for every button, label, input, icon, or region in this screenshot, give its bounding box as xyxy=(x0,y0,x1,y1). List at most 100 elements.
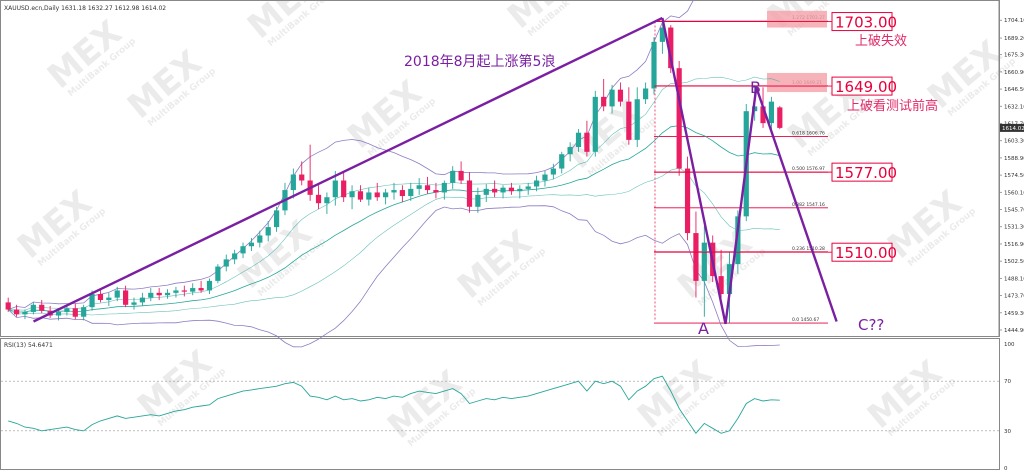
candle-body xyxy=(89,294,95,308)
price-tick-label: 1588.90 xyxy=(1004,156,1024,162)
point-b-label: B xyxy=(750,78,761,97)
price-box-value: 1649.00 xyxy=(835,78,897,96)
price-tick-label: 1459.30 xyxy=(1004,311,1024,317)
rsi-line-layer xyxy=(8,375,780,435)
candle-body xyxy=(123,290,129,305)
price-tick-label: 1660.90 xyxy=(1004,70,1024,76)
price-box-value: 1703.00 xyxy=(835,14,897,32)
price-box xyxy=(831,162,893,182)
candle-body xyxy=(391,190,397,193)
price-tick-label: 1502.50 xyxy=(1004,259,1024,265)
candle-body xyxy=(651,41,657,89)
candle-body xyxy=(567,147,573,155)
candle-body xyxy=(64,308,70,312)
rsi-panel: RSI(13) 54.6471 xyxy=(0,338,1000,470)
candle-body xyxy=(584,132,590,152)
candle-body xyxy=(533,180,540,187)
wave-5-trendline xyxy=(32,16,663,323)
candle-body xyxy=(659,27,665,42)
candle-body xyxy=(617,89,624,102)
candle-body xyxy=(760,106,766,124)
candle-body xyxy=(341,180,347,198)
candle-body xyxy=(601,96,607,107)
candle-body xyxy=(634,99,640,140)
candle-body xyxy=(190,288,196,292)
price-tick-label: 1675.30 xyxy=(1004,53,1024,59)
rsi-tick-label: 0 xyxy=(1004,466,1008,472)
price-tick-label: 1516.90 xyxy=(1004,242,1024,248)
fib-label: 0.382 1547.16 xyxy=(792,202,825,208)
price-tick-label: 1473.70 xyxy=(1004,294,1024,300)
candle-body xyxy=(701,242,707,281)
band-lower xyxy=(7,205,780,348)
rsi-line xyxy=(8,375,780,435)
candle-body xyxy=(550,168,556,175)
fib-label: 0.618 1606.76 xyxy=(792,131,825,137)
candle-body xyxy=(466,180,473,207)
candle-body xyxy=(114,290,120,298)
price-box xyxy=(831,76,893,96)
candle-body xyxy=(575,132,582,148)
price-box xyxy=(831,12,893,32)
candle-body xyxy=(525,186,531,189)
fib-label: 0.236 1510.28 xyxy=(792,246,825,252)
candle-body xyxy=(517,188,523,192)
zone-1649 xyxy=(767,72,827,93)
candle-body xyxy=(81,307,87,317)
price-tick-label: 1545.70 xyxy=(1004,208,1024,214)
price-box xyxy=(831,242,893,262)
note-1649: 上破看测试前高 xyxy=(847,98,938,114)
candle-body xyxy=(173,290,179,293)
candle-body xyxy=(223,259,229,267)
candle-body xyxy=(198,288,204,291)
candle-body xyxy=(332,180,338,198)
candle-body xyxy=(777,107,783,128)
price-tick-label: 1704.10 xyxy=(1004,18,1024,24)
band-middle xyxy=(8,125,780,313)
price-box-value: 1510.00 xyxy=(835,244,897,262)
rsi-tick-label: 70 xyxy=(1004,379,1011,385)
fib-label: 0.500 1576.97 xyxy=(792,166,825,172)
candle-body xyxy=(181,290,187,292)
candle-body xyxy=(500,187,506,193)
candle-body xyxy=(366,192,372,200)
wave-label: 2018年8月起上涨第5浪 xyxy=(404,53,555,70)
price-axis: 1704.10 1689.20 1675.30 1660.90 1646.50 1632.… xyxy=(998,0,1024,337)
price-tick-label: 1488.10 xyxy=(1004,276,1024,282)
price-tick-label: 1444.90 xyxy=(1004,328,1024,334)
candle-body xyxy=(357,191,364,200)
candle-body xyxy=(139,297,145,303)
fib-label: 0.0 1450.67 xyxy=(792,317,819,323)
candle-body xyxy=(240,246,246,254)
candle-body xyxy=(290,174,296,191)
candle-body xyxy=(668,27,674,69)
candle-body xyxy=(39,304,45,311)
rsi-tick-label: 30 xyxy=(1004,429,1011,435)
candle-body xyxy=(399,190,405,197)
candle-body xyxy=(508,187,515,192)
candle-body xyxy=(374,192,380,198)
candle-body xyxy=(299,174,305,181)
candle-body xyxy=(164,292,171,296)
price-tick-label: 1646.50 xyxy=(1004,87,1024,93)
candle-body xyxy=(156,292,162,296)
candle-body xyxy=(726,264,733,295)
symbol-header: XAUUSD.ecn,Daily 1631.18 1632.27 1612.98… xyxy=(4,5,166,12)
candle-body xyxy=(106,297,112,301)
candle-body xyxy=(768,101,775,124)
candle-body xyxy=(30,304,36,312)
candle-body xyxy=(441,182,447,193)
band-upper xyxy=(8,0,694,310)
candle-body xyxy=(324,197,330,204)
candle-body xyxy=(383,192,389,198)
candle-body xyxy=(257,235,263,243)
point-c-label: C?? xyxy=(858,316,884,334)
price-tick-label: 1632.10 xyxy=(1004,104,1024,110)
price-boxes: 1703.00 1649.00 1577.00 1510.00 xyxy=(654,12,897,262)
price-tick-label: 1560.10 xyxy=(1004,190,1024,196)
candle-body xyxy=(684,168,691,234)
